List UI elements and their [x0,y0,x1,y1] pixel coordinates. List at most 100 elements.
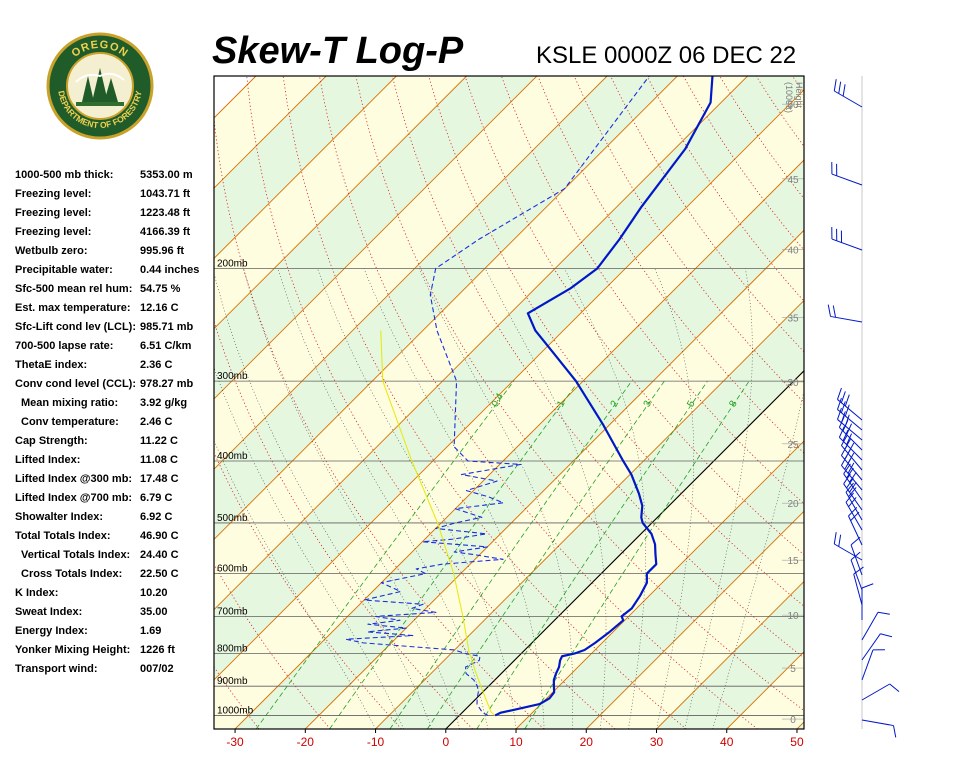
moist-adiabat [277,268,489,729]
wind-barb-flag [840,444,848,456]
mixing-ratio-label: 1 [555,399,568,409]
dry-adiabat [214,563,331,729]
height-label: 10 [787,611,799,622]
index-value: 10.20 [140,587,168,599]
isotherm [304,229,804,729]
wind-barb-flag [843,473,851,485]
wind-barb-flag [846,423,852,435]
index-row: Precipitable water: 0.44 inches [15,264,210,283]
dry-adiabat [282,76,687,729]
index-value: 1226 ft [140,644,175,656]
wind-barb-flag [840,434,848,446]
plot-frame [213,75,805,730]
wind-barb-flag [840,391,846,403]
wind-barb-flag [838,534,842,547]
pressure-label: 500mb [217,513,248,524]
index-label: Showalter Index: [15,511,104,523]
index-label: Conv cond level (CCL): [15,378,137,390]
wind-barb-flag [847,462,855,474]
wind-barb [850,559,863,591]
index-value: 12.16 C [140,302,179,314]
temperature-band [796,721,804,729]
wind-barb-flag [845,482,854,493]
index-row: Transport wind: 007/02 [15,663,210,682]
index-value: 2.36 C [140,359,173,371]
isotherm [214,89,804,681]
index-value: 35.00 [140,606,168,618]
mixing-ratio-label: 2 [609,399,622,409]
x-tick-label: 30 [650,735,664,749]
dry-adiabat [537,76,804,454]
isotherm [656,580,804,729]
wind-barb-flag [837,387,842,400]
index-value: 6.79 C [140,492,173,504]
index-value: 995.96 ft [140,245,185,257]
oregon-forestry-logo: OREGON DEPARTMENT OF FORESTRY [46,32,154,140]
wind-barb [861,683,890,701]
wind-barb [845,492,863,521]
wind-barb-flag [837,397,842,410]
index-label: Lifted Index: [15,454,81,466]
pressure-label: 900mb [217,676,248,687]
wind-barb [861,649,874,681]
index-row: ThetaE index: 2.36 C [15,359,210,378]
index-row: Total Totals Index: 46.90 C [15,530,210,549]
mixing-ratio-line [389,380,632,729]
moist-adiabat [564,268,647,729]
index-label: Freezing level: [15,188,92,200]
wind-barb [837,409,863,431]
isotherm [585,510,804,729]
index-label: Freezing level: [15,226,92,238]
index-row: K Index: 10.20 [15,587,210,606]
dry-adiabat [319,76,758,729]
wind-barb-flag [842,84,846,97]
moist-adiabat [484,268,607,729]
index-label: Lifted Index @300 mb: [15,473,133,485]
wind-barb [861,633,881,661]
wind-barb [845,502,863,531]
index-value: 24.40 C [140,549,179,561]
wind-barb [861,612,879,641]
height-label: 5 [790,664,796,675]
indices-panel: 1000-500 mb thick: 5353.00 m Freezing leve… [15,169,210,682]
dry-adiabat [792,76,804,94]
index-value: 6.92 C [140,511,173,523]
wind-barb-flag [844,404,850,417]
x-tick-label: -20 [297,735,315,749]
isotherm [214,76,538,400]
wind-barb-flag [846,477,854,489]
moist-adiabat [712,389,804,729]
index-label: K Index: [15,587,59,599]
index-value: 007/02 [140,663,174,675]
index-label: 1000-500 mb thick: [15,169,114,181]
mixing-ratio-line [476,380,708,729]
index-row: Freezing level: 4166.39 ft [15,226,210,245]
chart-title: Skew-T Log-P [212,30,464,72]
wind-barb-flag [846,467,854,479]
wind-barb [843,483,863,511]
dry-adiabat [501,76,804,505]
height-axis-title: Height [794,82,804,109]
index-label: Mean mixing ratio: [21,397,119,409]
wind-barb-flag [850,511,860,521]
wind-barb-flag [838,416,845,428]
wind-barb-flag [833,532,837,545]
index-row: Conv temperature: 2.46 C [15,416,210,435]
dry-adiabat [391,76,804,659]
wind-barb-flag [889,683,900,692]
wind-barb [837,399,863,421]
isotherm [234,159,804,729]
index-value: 985.71 mb [140,321,194,333]
x-tick-label: 40 [720,735,734,749]
index-value: 22.50 C [140,568,179,580]
isotherm [214,76,467,330]
pressure-label: 600mb [217,564,248,575]
index-row: Sweat Index: 35.00 [15,606,210,625]
index-value: 54.75 % [140,283,181,295]
index-row: Lifted Index: 11.08 C [15,454,210,473]
isotherm [796,721,804,729]
index-value: 1.69 [140,625,162,637]
wind-barb-flag [833,79,837,92]
index-label: Conv temperature: [21,416,119,428]
